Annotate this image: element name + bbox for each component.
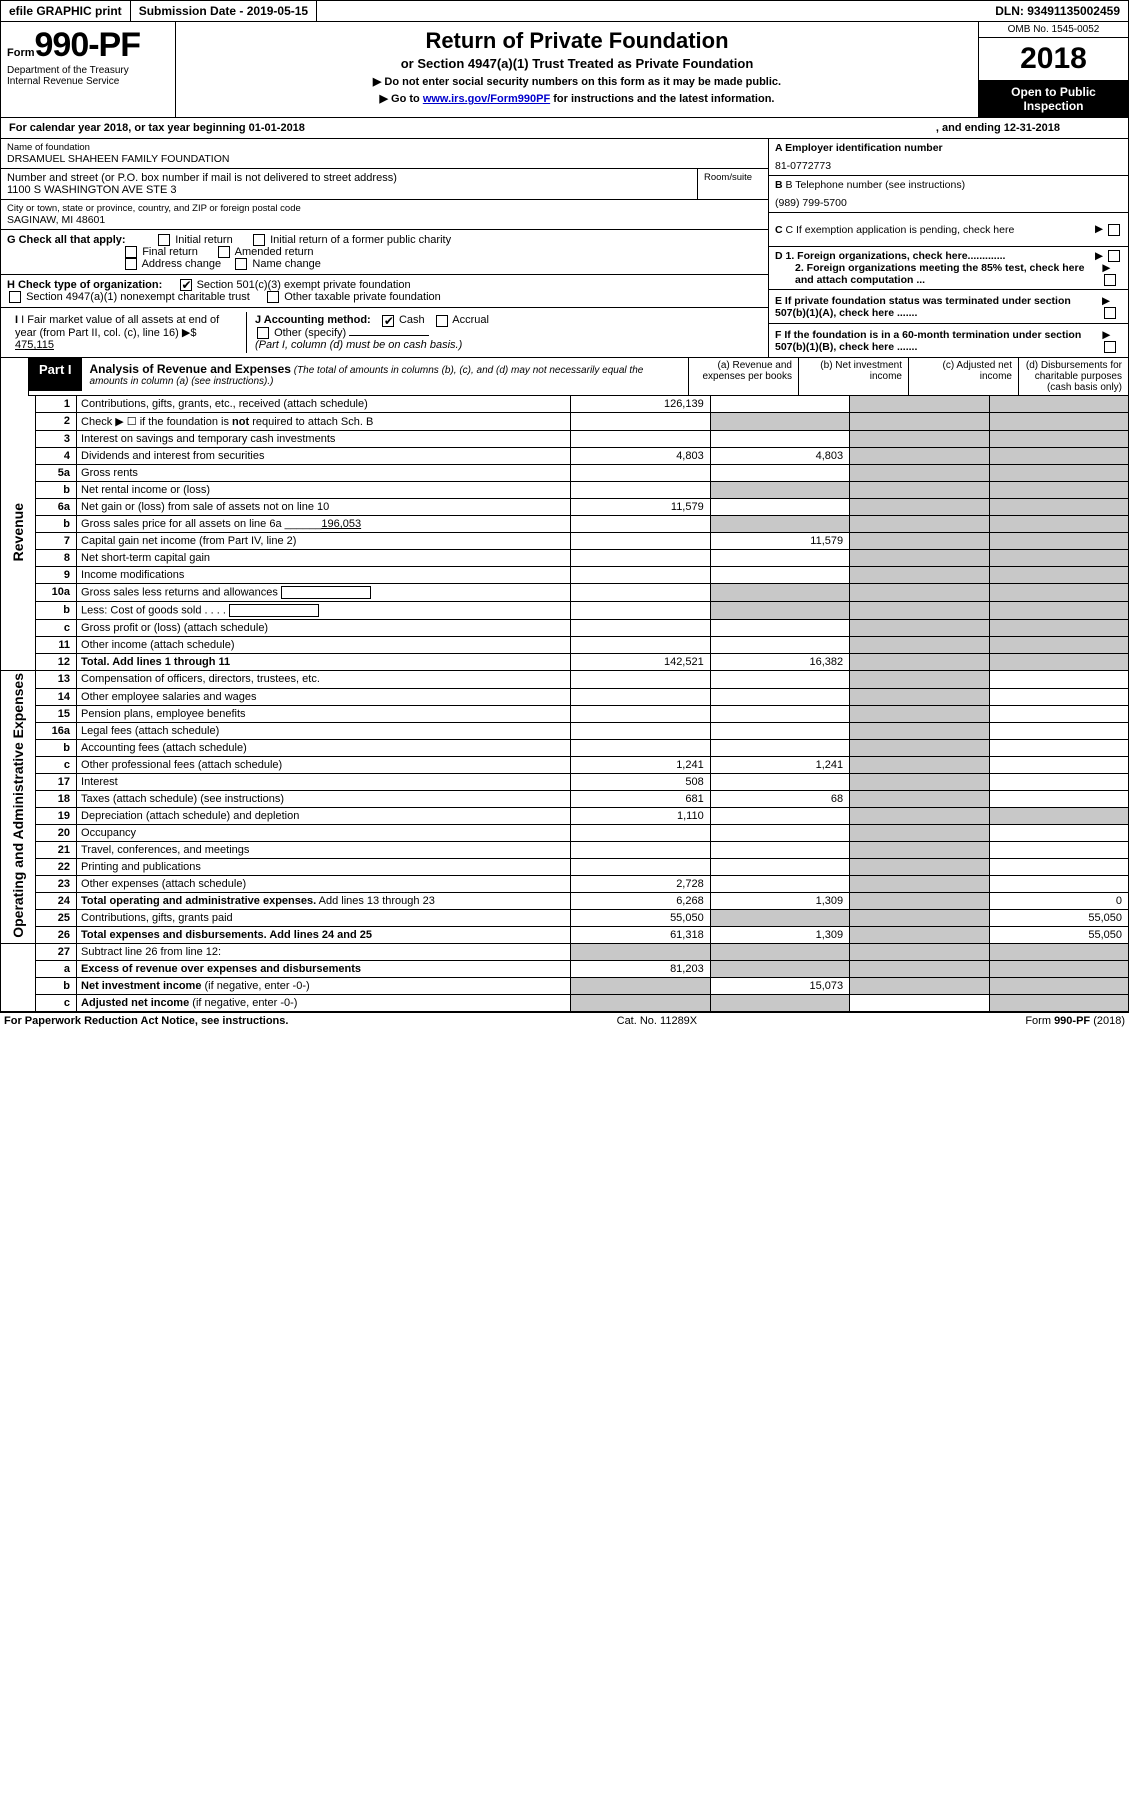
header-right: OMB No. 1545-0052 2018 Open to Public In… — [978, 22, 1128, 117]
city-cell: City or town, state or province, country… — [1, 200, 768, 230]
part1-table: Part I Analysis of Revenue and Expenses … — [0, 358, 1129, 396]
revenue-table: Revenue1Contributions, gifts, grants, et… — [0, 396, 1129, 671]
section-g: G Check all that apply: Initial return I… — [1, 230, 768, 275]
submission-date: Submission Date - 2019-05-15 — [131, 1, 317, 21]
form-header: Form990-PF Department of the Treasury In… — [0, 22, 1129, 118]
header-left: Form990-PF Department of the Treasury In… — [1, 22, 176, 117]
info-section: Name of foundation DRSAMUEL SHAHEEN FAMI… — [0, 139, 1129, 358]
section-h: H Check type of organization: Section 50… — [1, 275, 768, 308]
section-f: F If the foundation is in a 60-month ter… — [769, 324, 1128, 358]
phone-cell: B B Telephone number (see instructions) … — [769, 176, 1128, 213]
foundation-name-cell: Name of foundation DRSAMUEL SHAHEEN FAMI… — [1, 139, 768, 169]
room-cell: Room/suite — [698, 169, 768, 199]
dln: DLN: 93491135002459 — [987, 1, 1128, 21]
section-e: E If private foundation status was termi… — [769, 290, 1128, 324]
section-d: D 1. Foreign organizations, check here..… — [769, 247, 1128, 290]
form-title: Return of Private Foundation — [182, 28, 972, 54]
instructions-link[interactable]: www.irs.gov/Form990PF — [423, 93, 550, 105]
calendar-year-row: For calendar year 2018, or tax year begi… — [0, 118, 1129, 139]
section-c: C C If exemption application is pending,… — [769, 213, 1128, 247]
top-bar: efile GRAPHIC print Submission Date - 20… — [0, 0, 1129, 22]
section-i-j: I I Fair market value of all assets at e… — [1, 308, 768, 358]
efile-label: efile GRAPHIC print — [1, 1, 131, 21]
expenses-table: Operating and Administrative Expenses13C… — [0, 671, 1129, 944]
part1-tag: Part I — [29, 358, 82, 391]
ein-cell: A Employer identification number 81-0772… — [769, 139, 1128, 176]
address-cell: Number and street (or P.O. box number if… — [1, 169, 698, 199]
header-center: Return of Private Foundation or Section … — [176, 22, 978, 117]
summary-table: 27Subtract line 26 from line 12:aExcess … — [0, 944, 1129, 1012]
page-footer: For Paperwork Reduction Act Notice, see … — [0, 1012, 1129, 1029]
